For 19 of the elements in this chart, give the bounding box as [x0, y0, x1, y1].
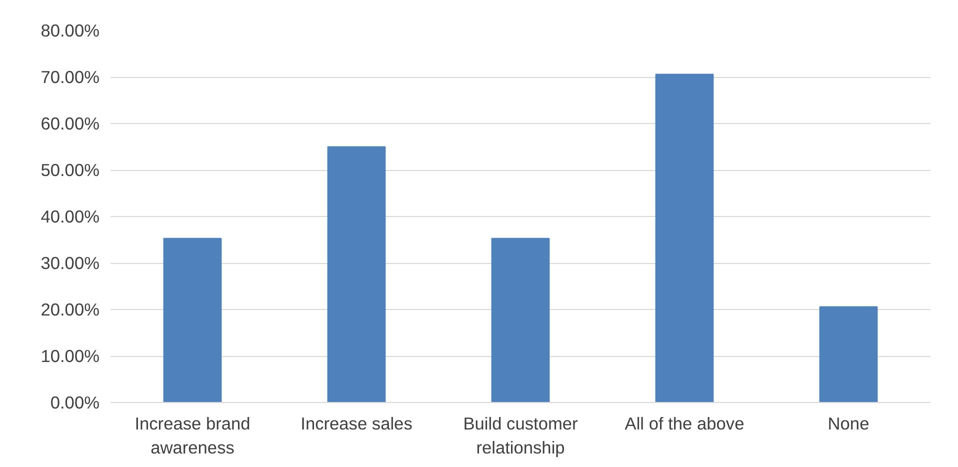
- x-tick-label: Increase sales: [300, 414, 413, 434]
- bar: [327, 146, 386, 402]
- bar: [655, 74, 714, 402]
- x-tick-label: Build customer relationship: [463, 414, 578, 458]
- y-tick-label: 10.00%: [40, 346, 100, 366]
- y-tick-label: 60.00%: [40, 114, 100, 134]
- y-tick-label: 40.00%: [40, 206, 100, 226]
- x-tick-label: Increase brand awareness: [134, 414, 250, 458]
- y-tick-label: 30.00%: [40, 253, 100, 273]
- y-tick-label: 80.00%: [40, 20, 100, 40]
- x-tick-label: All of the above: [624, 414, 744, 434]
- y-tick-label: 20.00%: [40, 300, 100, 320]
- bar: [819, 306, 878, 402]
- y-tick-label: 50.00%: [40, 160, 100, 180]
- bar: [491, 238, 550, 402]
- y-tick-label: 0.00%: [50, 392, 100, 412]
- bar: [163, 238, 222, 402]
- x-tick-label: None: [828, 414, 870, 434]
- y-tick-label: 70.00%: [40, 67, 100, 87]
